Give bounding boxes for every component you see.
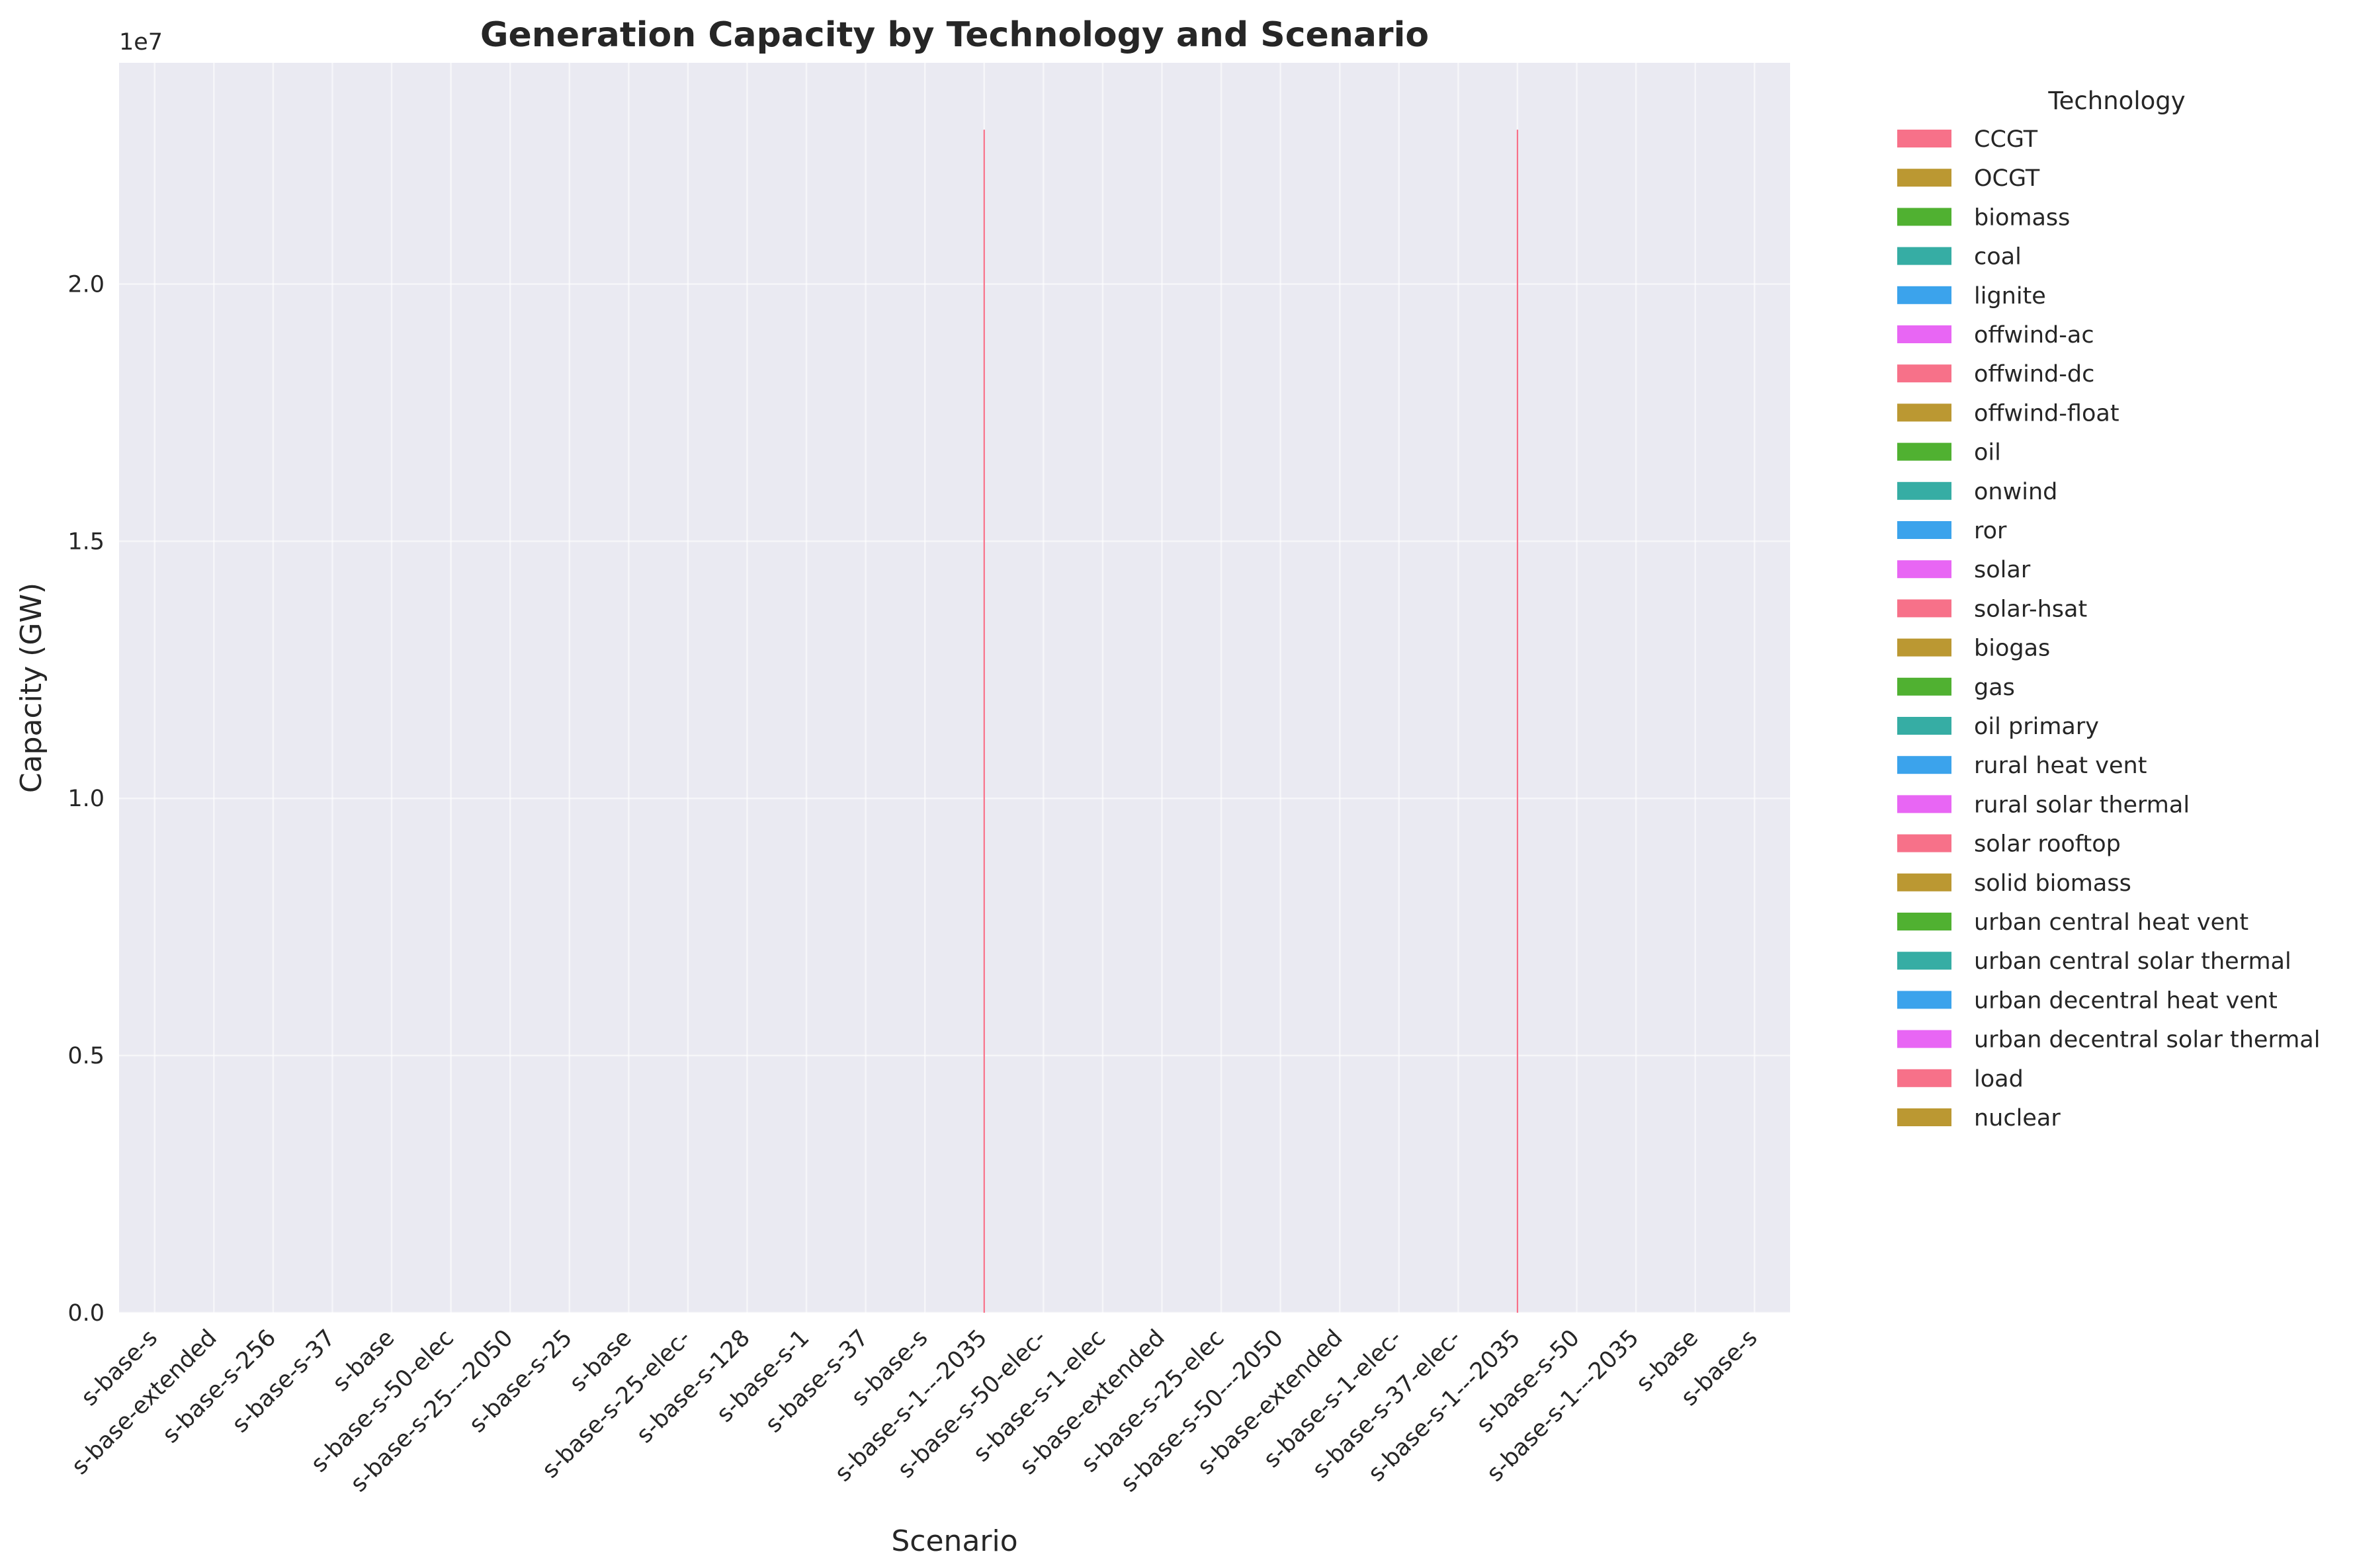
legend-entry-label: onwind (1974, 479, 2057, 505)
legend-title: Technology (2047, 87, 2185, 115)
legend-entry-label: offwind-dc (1974, 361, 2094, 388)
legend-entry-label: load (1974, 1066, 2024, 1093)
legend-swatch (1897, 913, 1951, 930)
legend-entry-label: nuclear (1974, 1105, 2061, 1132)
legend-swatch (1897, 442, 1951, 461)
bar-segment (1516, 130, 1519, 1313)
y-axis-ticks: 0.0 0.5 1.0 1.5 2.0 (67, 271, 105, 1327)
legend-swatch (1897, 481, 1951, 500)
legend-swatch (1897, 717, 1951, 735)
bars (983, 130, 1519, 1313)
legend-entry-label: offwind-float (1974, 400, 2119, 427)
legend-swatch (1897, 325, 1951, 343)
legend-entry-label: gas (1974, 675, 2015, 701)
legend-swatch (1897, 403, 1951, 422)
legend-entry-label: lignite (1974, 283, 2046, 309)
legend-swatch (1897, 795, 1951, 813)
legend-entry-label: rural solar thermal (1974, 792, 2190, 818)
legend-swatch (1897, 1108, 1951, 1126)
legend-entry-label: offwind-ac (1974, 322, 2094, 349)
legend-swatch (1897, 677, 1951, 696)
chart-title: Generation Capacity by Technology and Sc… (480, 15, 1429, 55)
legend-entry-label: solar rooftop (1974, 831, 2121, 858)
legend-swatch (1897, 599, 1951, 618)
y-tick-label: 0.5 (67, 1043, 105, 1069)
y-tick-label: 1.0 (67, 786, 105, 812)
legend: Technology CCGT OCGT biomass coal lignite off… (1897, 87, 2320, 1132)
legend-swatch (1897, 991, 1951, 1009)
legend-entry-label: urban central solar thermal (1974, 948, 2291, 975)
legend-entry-label: solar (1974, 557, 2031, 583)
y-tick-label: 0.0 (67, 1300, 105, 1327)
legend-entry-label: biogas (1974, 636, 2050, 662)
legend-swatch (1897, 756, 1951, 774)
legend-entry-label: coal (1974, 244, 2022, 270)
legend-swatch (1897, 208, 1951, 226)
legend-entry-label: urban decentral solar thermal (1974, 1027, 2320, 1053)
legend-swatch (1897, 638, 1951, 657)
legend-swatch (1897, 521, 1951, 539)
legend-entry-label: OCGT (1974, 165, 2040, 192)
legend-entry-label: rural heat vent (1974, 753, 2147, 779)
legend-swatch (1897, 364, 1951, 383)
y-tick-label: 2.0 (67, 271, 105, 298)
legend-swatch (1897, 130, 1951, 147)
y-axis-offset-text: 1e7 (119, 29, 163, 56)
legend-swatch (1897, 286, 1951, 304)
legend-entry-label: urban central heat vent (1974, 909, 2248, 936)
legend-entry-label: biomass (1974, 204, 2070, 231)
legend-swatch (1897, 1069, 1951, 1087)
legend-swatch (1897, 247, 1951, 265)
bar-segment (983, 130, 985, 1313)
legend-entry-label: oil primary (1974, 714, 2099, 740)
x-axis-label: Scenario (891, 1524, 1017, 1558)
legend-swatch (1897, 560, 1951, 579)
y-tick-label: 1.5 (67, 528, 105, 555)
legend-swatch (1897, 952, 1951, 970)
legend-entry-label: oil (1974, 440, 2001, 466)
y-axis-label: Capacity (GW) (15, 583, 48, 793)
legend-swatch (1897, 1030, 1951, 1048)
plot-area (119, 63, 1790, 1313)
legend-entry-label: urban decentral heat vent (1974, 987, 2278, 1014)
legend-entry-label: solar-hsat (1974, 596, 2087, 622)
legend-entry-label: CCGT (1974, 126, 2038, 153)
legend-entry-label: solid biomass (1974, 870, 2131, 897)
legend-entry-label: ror (1974, 518, 2007, 544)
legend-swatch (1897, 169, 1951, 187)
legend-swatch (1897, 834, 1951, 852)
legend-swatch (1897, 873, 1951, 891)
